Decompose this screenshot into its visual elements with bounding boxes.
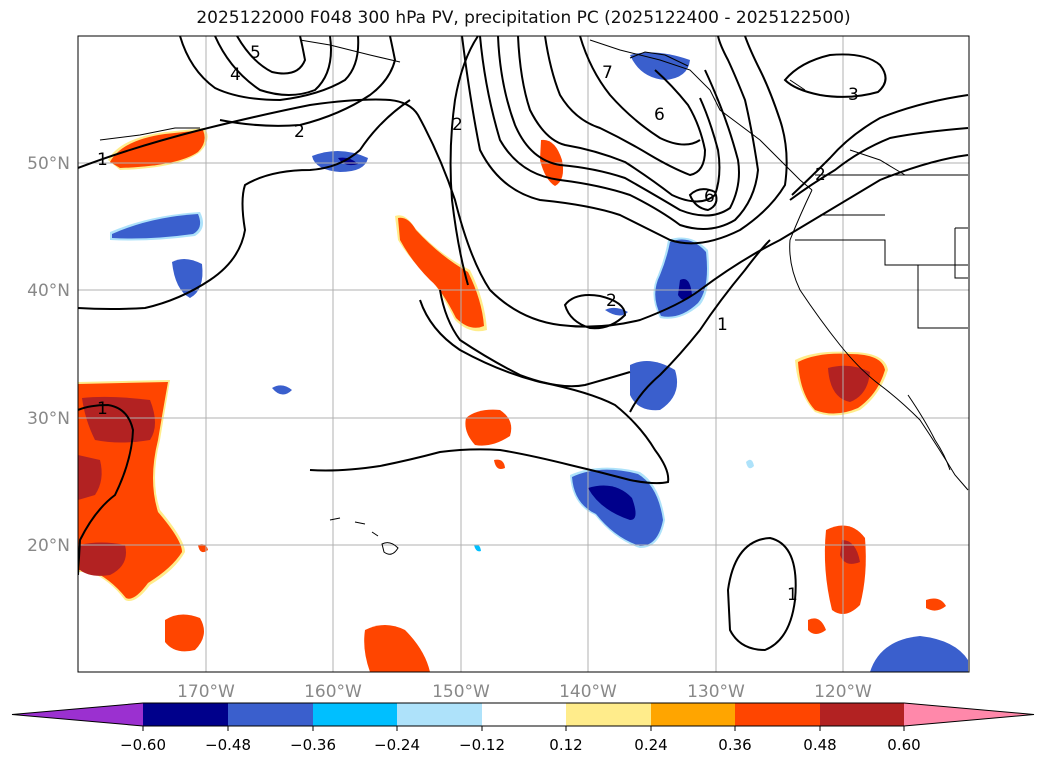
colorbar-segment [651, 703, 735, 726]
contour-label: 2 [606, 291, 617, 311]
lat-tick-label: 30°N [27, 409, 70, 429]
colorbar-extend-low [12, 703, 143, 726]
contour-label: 1 [97, 399, 108, 419]
lon-tick-label: 160°W [304, 682, 362, 702]
colorbar-tick-label: −0.60 [120, 736, 166, 754]
contour-label: 7 [602, 63, 613, 83]
colorbar-segment [482, 703, 566, 726]
precip-negative [110, 52, 968, 672]
contour-label: 2 [294, 122, 305, 142]
contour-label: 6 [704, 187, 715, 207]
lat-tick-label: 20°N [27, 536, 70, 556]
contour-label: 3 [848, 85, 859, 105]
contour-label: 1 [717, 315, 728, 335]
colorbar: −0.60 −0.48 −0.36 −0.24 −0.12 0.12 0.24 … [11, 702, 1035, 754]
lon-tick-label: 170°W [177, 682, 235, 702]
contour-label: 1 [97, 150, 108, 170]
colorbar-tick-label: −0.12 [459, 736, 505, 754]
lon-tick-label: 150°W [432, 682, 490, 702]
colorbar-segment [397, 703, 482, 726]
contour-label: 1 [787, 585, 798, 605]
lon-tick-label: 140°W [559, 682, 617, 702]
lat-tick-label: 50°N [27, 154, 70, 174]
map-area: 5 4 2 1 2 7 6 3 2 6 2 1 1 1 [78, 36, 969, 672]
colorbar-segment [313, 703, 397, 726]
colorbar-tick-label: 0.48 [803, 736, 836, 754]
contour-label: 2 [815, 165, 826, 185]
colorbar-tick-label: −0.24 [374, 736, 420, 754]
lon-tick-label: 120°W [814, 682, 872, 702]
colorbar-segment [566, 703, 651, 726]
map-title: 2025122000 F048 300 hPa PV, precipitatio… [196, 8, 851, 28]
contour-label: 5 [250, 43, 261, 63]
colorbar-tick-label: 0.24 [634, 736, 667, 754]
contour-label: 6 [654, 105, 665, 125]
colorbar-tick-label: 0.36 [718, 736, 751, 754]
colorbar-tick-label: −0.48 [205, 736, 251, 754]
colorbar-segment [820, 703, 904, 726]
colorbar-segment [143, 703, 228, 726]
colorbar-segment [228, 703, 313, 726]
colorbar-segment [735, 703, 820, 726]
precip-positive [78, 128, 946, 672]
contour-label: 2 [452, 115, 463, 135]
colorbar-extend-high [904, 703, 1034, 726]
lat-tick-label: 40°N [27, 281, 70, 301]
colorbar-tick-label: −0.36 [290, 736, 336, 754]
colorbar-tick-label: 0.60 [887, 736, 920, 754]
colorbar-tick-label: 0.12 [549, 736, 582, 754]
lon-tick-label: 130°W [687, 682, 745, 702]
pv-contours [78, 36, 969, 652]
map-frame [77, 35, 970, 673]
contour-label: 4 [230, 65, 241, 85]
